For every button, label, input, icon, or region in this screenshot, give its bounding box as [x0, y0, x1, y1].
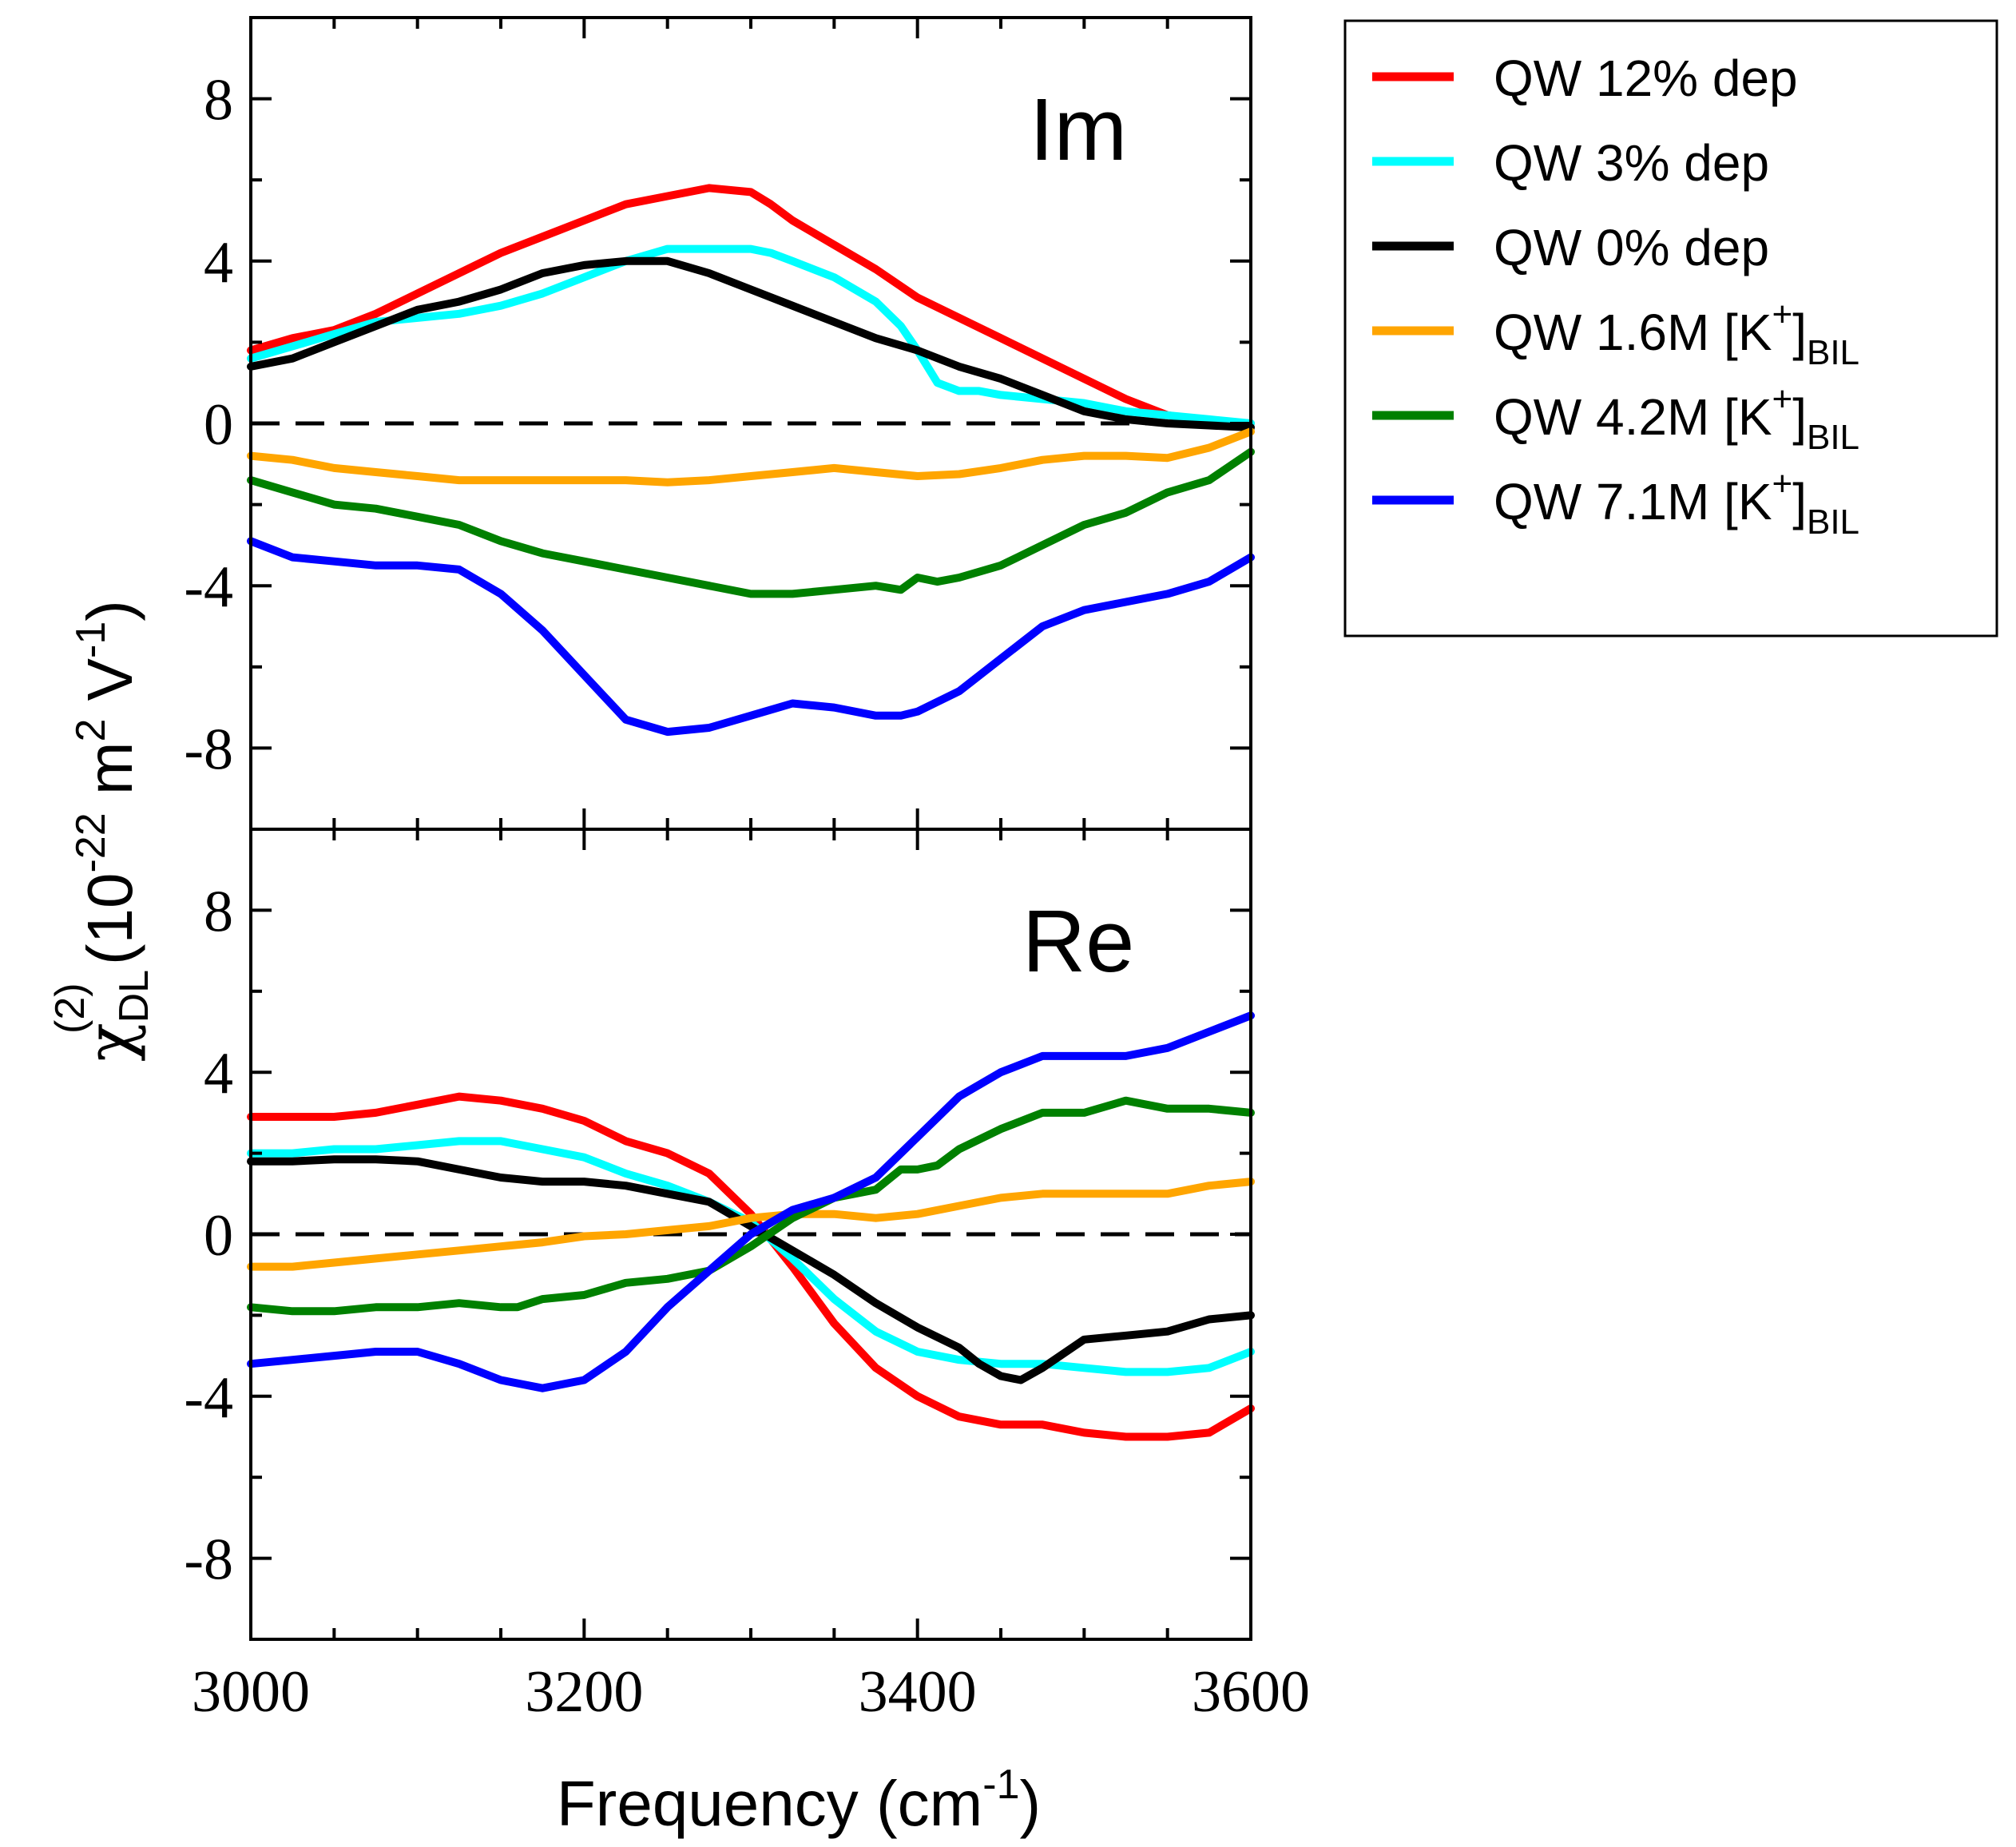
- legend-label: QW 3% dep: [1494, 134, 1769, 192]
- legend-item-4: QW 1.6M [K+]BIL: [1372, 295, 1859, 372]
- panel-top: -8 -4 0 4 8 Im: [184, 16, 1255, 831]
- legend-item-6: QW 7.1M [K+]BIL: [1372, 464, 1859, 542]
- panels: -8 -4 0 4 8 Im -8 -4 0 4 8 3000 3200 3400 3600 Re: [184, 16, 1310, 1725]
- y-tick-label: 8: [204, 879, 233, 944]
- legend-item-1: QW 12% dep: [1372, 50, 1798, 107]
- panel-label-re: Re: [1022, 892, 1135, 991]
- y-axis-title: χDL(2) (10-22 m2 V-1): [47, 600, 157, 1062]
- y-tick-label: 0: [204, 392, 233, 458]
- series-line-3: [247, 1155, 1255, 1384]
- y-tick-label: 4: [204, 230, 233, 296]
- series-line-1: [247, 184, 1255, 427]
- x-tick-label: 3400: [859, 1659, 977, 1725]
- y-tick-label: -4: [184, 1365, 233, 1431]
- x-axis-title: Frequency (cm-1): [557, 1762, 1041, 1839]
- x-axis-label: Frequency (cm-1): [557, 1762, 1041, 1839]
- series-line-4: [247, 427, 1255, 487]
- series-line-3: [247, 256, 1255, 432]
- legend-label: QW 1.6M [K+]BIL: [1494, 295, 1859, 372]
- series-line-4: [247, 1178, 1255, 1271]
- y-tick-label: -4: [184, 554, 233, 620]
- panel-label-im: Im: [1030, 81, 1127, 179]
- series-line-5: [247, 1096, 1255, 1316]
- legend-item-3: QW 0% dep: [1372, 219, 1769, 276]
- legend-label: QW 4.2M [K+]BIL: [1494, 379, 1859, 457]
- legend-item-5: QW 4.2M [K+]BIL: [1372, 379, 1859, 457]
- y-tick-label: 8: [204, 68, 233, 133]
- series-line-2: [247, 244, 1255, 427]
- series-line-6: [247, 537, 1255, 737]
- y-tick-label: -8: [184, 1527, 233, 1593]
- series-line-6: [247, 1011, 1255, 1392]
- panel-bottom: -8 -4 0 4 8 3000 3200 3400 3600 Re: [184, 828, 1310, 1725]
- y-axis-label: χDL(2) (10-22 m2 V-1): [47, 600, 157, 1062]
- legend-label: QW 12% dep: [1494, 50, 1798, 107]
- legend-label: QW 7.1M [K+]BIL: [1494, 464, 1859, 542]
- y-tick-label: 4: [204, 1041, 233, 1106]
- y-tick-label: 0: [204, 1203, 233, 1269]
- x-tick-label: 3200: [525, 1659, 643, 1725]
- y-tick-label: -8: [184, 717, 233, 782]
- legend: QW 12% dep QW 3% dep QW 0% dep QW 1.6M [K+]…: [1343, 19, 1998, 638]
- x-tick-label: 3600: [1192, 1659, 1310, 1725]
- legend-label: QW 0% dep: [1494, 219, 1769, 276]
- series-line-5: [247, 447, 1255, 598]
- x-tick-label: 3000: [192, 1659, 310, 1725]
- legend-item-2: QW 3% dep: [1372, 134, 1769, 192]
